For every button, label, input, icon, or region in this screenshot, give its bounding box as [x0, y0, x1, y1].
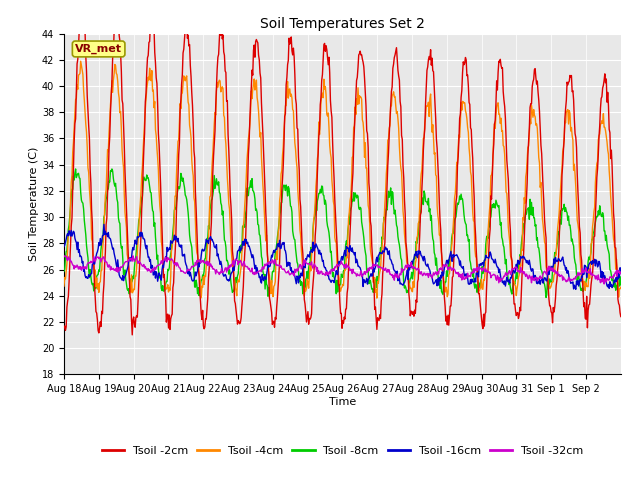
Title: Soil Temperatures Set 2: Soil Temperatures Set 2: [260, 17, 425, 31]
Legend: Tsoil -2cm, Tsoil -4cm, Tsoil -8cm, Tsoil -16cm, Tsoil -32cm: Tsoil -2cm, Tsoil -4cm, Tsoil -8cm, Tsoi…: [97, 441, 588, 460]
Text: VR_met: VR_met: [75, 44, 122, 54]
Y-axis label: Soil Temperature (C): Soil Temperature (C): [29, 147, 39, 261]
X-axis label: Time: Time: [329, 397, 356, 407]
